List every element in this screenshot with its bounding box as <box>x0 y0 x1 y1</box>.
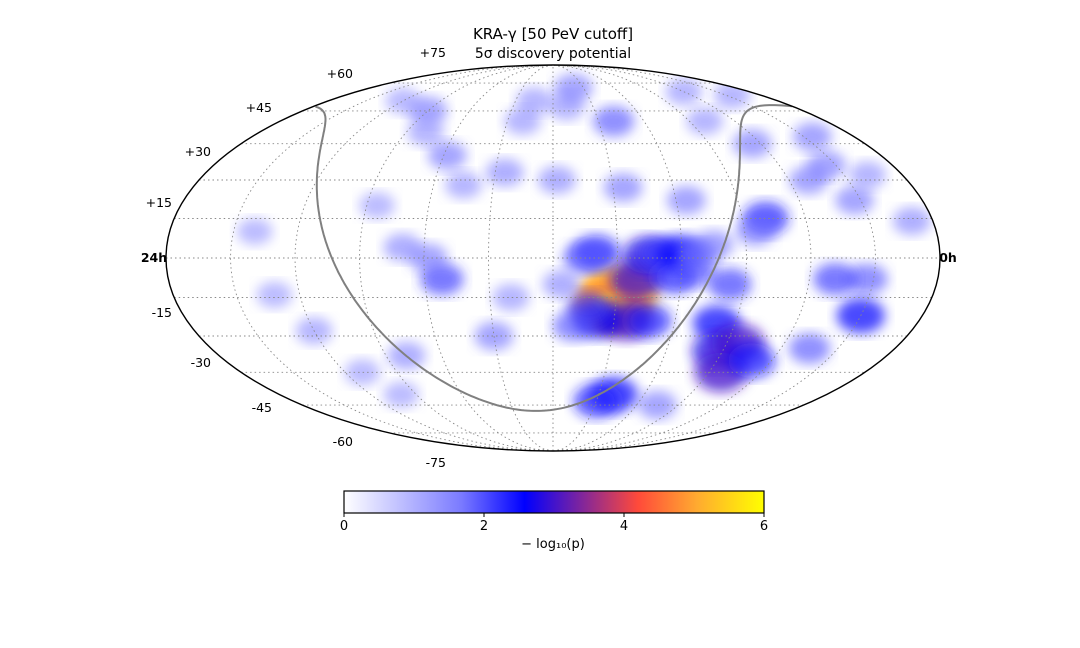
hotspot <box>806 150 846 180</box>
galactic-plane <box>315 105 383 334</box>
dec-label-south-60: -60 <box>333 434 353 449</box>
hotspot <box>474 321 514 351</box>
hotspot <box>237 218 273 245</box>
hotspot <box>492 283 530 312</box>
colorbar-tick-label: 4 <box>620 519 628 534</box>
graticule <box>166 65 940 451</box>
hotspot <box>665 78 703 106</box>
hotspot <box>537 166 576 194</box>
hotspot <box>359 192 395 219</box>
hotspot <box>542 270 581 299</box>
dec-label-south-15: -15 <box>152 305 172 320</box>
dec-label-north-60: +60 <box>327 66 353 81</box>
colorbar-ticks: 0 2 4 6 <box>340 513 768 534</box>
colorbar-fill <box>344 491 764 513</box>
dec-label-north-75: +75 <box>420 45 446 60</box>
hotspot <box>427 141 467 170</box>
hotspot <box>407 118 445 146</box>
hotspot <box>385 87 421 115</box>
ra-gridline <box>488 65 554 451</box>
heatmap-layer <box>237 73 931 420</box>
hotspot <box>515 87 553 115</box>
hotspot <box>573 384 620 418</box>
dec-label-north-45: +45 <box>246 100 272 115</box>
hotspot <box>552 310 594 342</box>
galactic-plane <box>381 104 793 412</box>
ra-gridline <box>552 65 812 451</box>
galactic-plane-layer <box>315 104 793 412</box>
dec-label-south-45: -45 <box>252 400 272 415</box>
ra-gridline <box>294 65 554 451</box>
hotspot <box>686 107 724 135</box>
hotspot <box>708 268 752 301</box>
dec-label-south-30: -30 <box>191 355 211 370</box>
hotspot <box>593 106 635 137</box>
hotspot <box>666 185 706 215</box>
hotspot <box>603 173 643 203</box>
colorbar: 0 2 4 6 − log₁₀(p) <box>340 490 768 552</box>
dec-label-south-75: -75 <box>426 455 446 470</box>
hotspot <box>637 390 677 420</box>
ra-gridline <box>552 65 618 451</box>
colorbar-label: − log₁₀(p) <box>521 537 585 552</box>
hotspot <box>694 230 734 260</box>
hotspot <box>562 242 604 274</box>
hotspot <box>625 303 672 338</box>
dec-label-north-15: +15 <box>146 195 172 210</box>
hotspot <box>344 359 381 386</box>
ra-label-right: 0h <box>939 250 957 265</box>
hotspot <box>732 129 772 159</box>
ra-gridline <box>359 65 554 451</box>
dec-label-north-30: +30 <box>185 144 211 159</box>
colorbar-frame <box>343 490 765 514</box>
hotspot <box>485 158 524 187</box>
hotspot <box>788 333 831 364</box>
hotspot <box>383 233 422 262</box>
hotspot <box>892 207 931 236</box>
ra-label-left: 24h <box>141 250 167 265</box>
hotspot <box>256 281 293 309</box>
hotspot <box>728 343 776 378</box>
colorbar-tick-label: 6 <box>760 519 768 534</box>
hotspot <box>735 217 775 247</box>
hotspot <box>553 73 593 103</box>
chart-subtitle: 5σ discovery potential <box>475 46 631 62</box>
colorbar-tick-label: 0 <box>340 519 348 534</box>
hotspot <box>445 171 482 199</box>
hotspot <box>504 107 541 135</box>
hotspot <box>792 122 832 152</box>
ra-gridline <box>552 65 747 451</box>
sky-map <box>165 64 941 452</box>
hotspot <box>846 263 888 295</box>
chart-title: KRA-γ [50 PeV cutoff] <box>473 25 633 43</box>
hotspot <box>713 81 751 109</box>
hotspot <box>849 161 886 189</box>
hotspot <box>835 185 875 215</box>
hotspot <box>383 381 420 408</box>
hotspot <box>813 263 857 296</box>
sky-boundary <box>165 64 941 452</box>
colorbar-tick-label: 2 <box>480 519 488 534</box>
